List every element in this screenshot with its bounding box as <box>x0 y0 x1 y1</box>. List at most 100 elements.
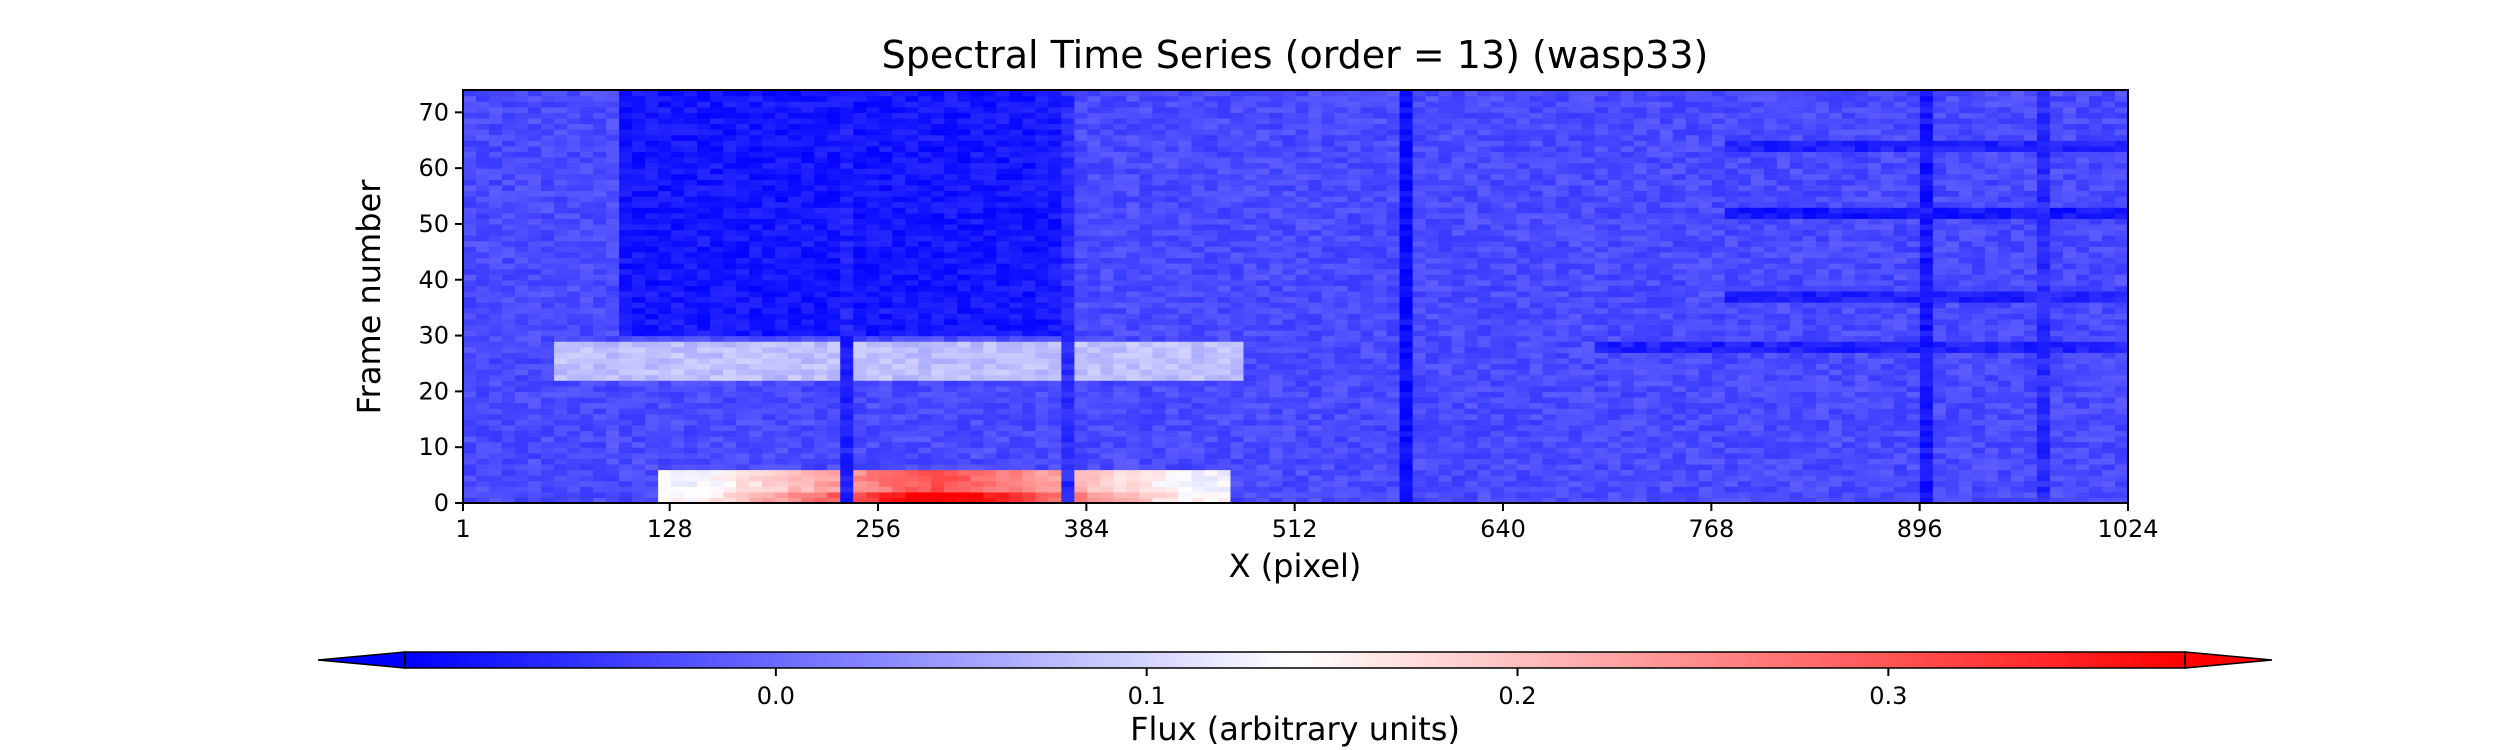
heatmap-cell <box>1074 419 1088 426</box>
heatmap-cell <box>1854 313 1869 320</box>
heatmap-cell <box>1061 341 1075 348</box>
heatmap-cell <box>1724 424 1739 432</box>
heatmap-cell <box>1984 385 1999 392</box>
heatmap-cell <box>736 290 750 298</box>
heatmap-cell <box>697 341 711 348</box>
heatmap-cell <box>684 313 698 320</box>
heatmap-cell <box>1334 369 1349 376</box>
heatmap-cell <box>1464 458 1479 465</box>
heatmap-cell <box>931 413 945 420</box>
heatmap-cell <box>606 391 620 398</box>
heatmap-cell <box>1165 391 1180 398</box>
heatmap-cell <box>1087 391 1101 398</box>
heatmap-cell <box>788 408 802 415</box>
heatmap-cell <box>1451 285 1466 292</box>
heatmap-cell <box>749 413 763 420</box>
heatmap-cell <box>1516 380 1531 387</box>
heatmap-cell <box>814 380 828 387</box>
heatmap-cell <box>1009 475 1023 482</box>
heatmap-cell <box>1347 486 1362 493</box>
heatmap-cell <box>2049 458 2064 465</box>
heatmap-cell <box>1958 285 1973 292</box>
heatmap-cell <box>1282 486 1297 493</box>
heatmap-cell <box>1581 452 1596 459</box>
heatmap-cell <box>996 480 1010 487</box>
heatmap-cell <box>1750 391 1765 398</box>
heatmap-cell <box>1243 486 1258 493</box>
heatmap-cell <box>814 313 828 320</box>
heatmap-cell <box>1386 419 1401 426</box>
heatmap-cell <box>1386 324 1401 331</box>
heatmap-cell <box>788 329 802 337</box>
heatmap-cell <box>489 396 503 404</box>
heatmap-cell <box>1867 357 1882 365</box>
heatmap-cell <box>645 441 659 448</box>
heatmap-cell <box>879 329 893 337</box>
heatmap-cell <box>1087 380 1101 387</box>
heatmap-cell <box>1269 318 1284 325</box>
heatmap-cell <box>632 302 646 309</box>
heatmap-cell <box>957 285 971 292</box>
heatmap-cell <box>905 413 919 420</box>
heatmap-cell <box>1737 318 1752 325</box>
heatmap-cell <box>1451 458 1466 465</box>
heatmap-cell <box>1815 497 1830 504</box>
heatmap-cell <box>1373 463 1388 471</box>
heatmap-cell <box>2036 408 2051 415</box>
heatmap-cell <box>1633 396 1648 404</box>
heatmap-cell <box>1490 290 1505 298</box>
heatmap-cell <box>1776 302 1791 309</box>
heatmap-cell <box>1360 324 1375 331</box>
heatmap-cell <box>905 396 919 404</box>
heatmap-cell <box>1399 486 1414 493</box>
heatmap-cell <box>801 486 815 493</box>
heatmap-cell <box>541 402 555 409</box>
heatmap-cell <box>1672 380 1687 387</box>
heatmap-cell <box>541 391 555 398</box>
heatmap-cell <box>1633 463 1648 471</box>
heatmap-cell <box>1607 447 1622 454</box>
heatmap-cell <box>1282 424 1297 432</box>
heatmap-cell <box>1672 486 1687 493</box>
heatmap-cell <box>528 469 542 476</box>
heatmap-cell <box>619 313 633 320</box>
heatmap-cell <box>554 307 568 314</box>
heatmap-cell <box>1958 346 1973 353</box>
heatmap-cell <box>645 296 659 303</box>
heatmap-cell <box>905 307 919 314</box>
heatmap-cell <box>1919 385 1934 392</box>
heatmap-cell <box>879 480 893 487</box>
heatmap-cell <box>1451 463 1466 471</box>
heatmap-cell <box>567 413 581 420</box>
heatmap-cell <box>801 329 815 337</box>
heatmap-cell <box>918 497 932 504</box>
heatmap-cell <box>2010 385 2025 392</box>
heatmap-cell <box>944 491 958 499</box>
heatmap-cell <box>866 469 880 476</box>
heatmap-cell <box>892 346 906 353</box>
heatmap-cell <box>2010 475 2025 482</box>
heatmap-cell <box>1841 380 1856 387</box>
heatmap-cell <box>1412 290 1427 298</box>
heatmap-cell <box>1542 419 1557 426</box>
heatmap-cell <box>1620 469 1635 476</box>
heatmap-cell <box>1854 480 1869 487</box>
heatmap-cell <box>1607 346 1622 353</box>
heatmap-cell <box>1828 441 1843 448</box>
heatmap-cell <box>1737 285 1752 292</box>
heatmap-cell <box>1295 335 1310 342</box>
heatmap-cell <box>1659 436 1674 443</box>
heatmap-cell <box>1581 436 1596 443</box>
heatmap-cell <box>1074 385 1088 392</box>
heatmap-cell <box>1113 329 1127 337</box>
heatmap-cell <box>1399 424 1414 432</box>
heatmap-cell <box>1048 463 1062 471</box>
heatmap-cell <box>1048 318 1062 325</box>
heatmap-cell <box>775 475 789 482</box>
heatmap-cell <box>1100 408 1114 415</box>
heatmap-cell <box>1685 402 1700 409</box>
heatmap-cell <box>671 469 685 476</box>
heatmap-cell <box>645 452 659 459</box>
heatmap-cell <box>723 335 737 342</box>
heatmap-cell <box>2101 424 2116 432</box>
